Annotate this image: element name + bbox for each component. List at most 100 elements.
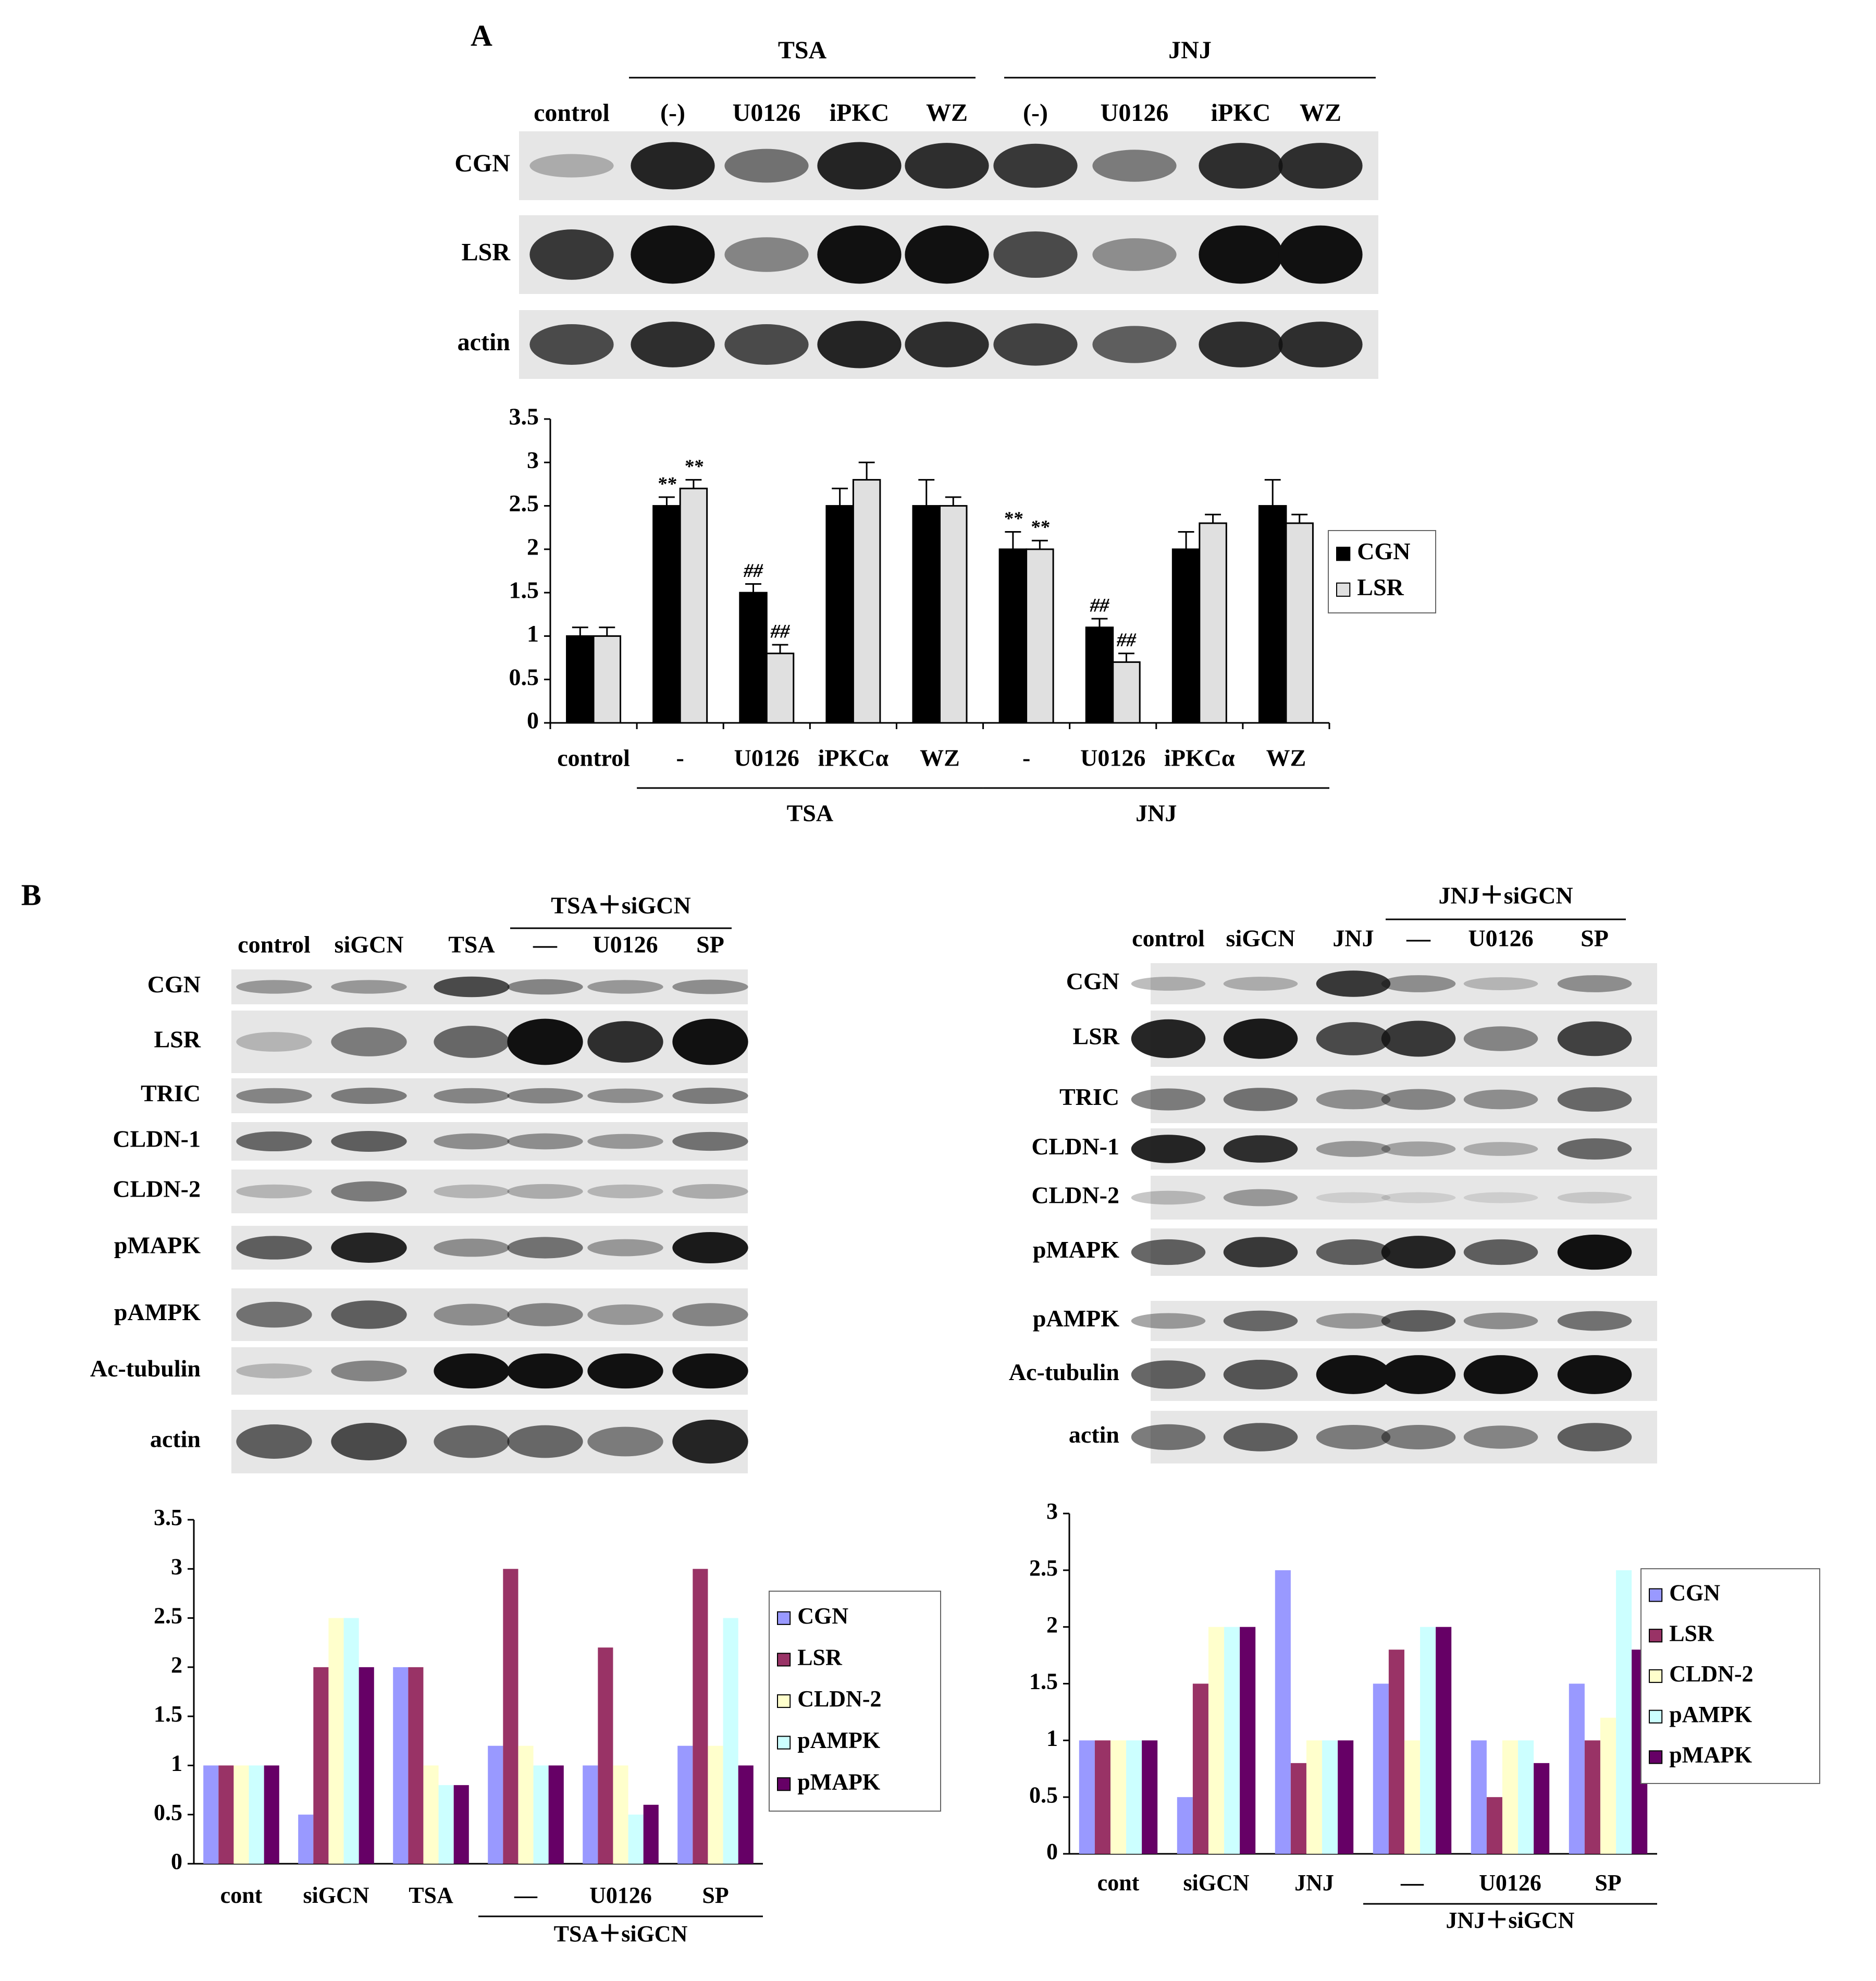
band (1557, 1311, 1632, 1331)
legend-swatch (777, 1611, 791, 1625)
lane-label: U0126 (1468, 925, 1533, 952)
x-tick-label: JNJ (1294, 1870, 1334, 1896)
band (434, 1088, 510, 1104)
bar (1600, 1717, 1616, 1854)
row-label: CLDN-1 (1031, 1133, 1119, 1160)
bar (566, 635, 595, 724)
band (331, 1423, 407, 1460)
band (1316, 970, 1391, 997)
legend-label: LSR (1357, 574, 1404, 600)
lane-label: (-) (660, 99, 685, 127)
row-label: CLDN-2 (1031, 1182, 1119, 1209)
row-label: CGN (147, 971, 201, 998)
legend-label: pMAPK (797, 1769, 880, 1794)
bar (583, 1765, 598, 1864)
band (507, 1237, 583, 1259)
band (905, 225, 989, 284)
x-tick-label: - (1022, 745, 1030, 771)
bar (1026, 548, 1054, 724)
lane-label: (-) (1023, 99, 1048, 127)
band (236, 1088, 312, 1104)
band (631, 225, 715, 284)
band (331, 1360, 407, 1382)
band (1381, 1141, 1456, 1156)
legend-swatch (777, 1694, 791, 1708)
bar (264, 1765, 279, 1864)
bar (1240, 1627, 1256, 1854)
bar (912, 505, 941, 724)
band (236, 1131, 312, 1152)
y-tick-label: 2.5 (509, 490, 539, 516)
band (672, 1184, 748, 1199)
y-tick-label: 1 (527, 620, 539, 647)
band (1092, 150, 1177, 182)
y-tick-label: 0.5 (1029, 1782, 1058, 1807)
bar (203, 1765, 219, 1864)
blot-strip (231, 1288, 748, 1341)
group-label: JNJ (1136, 800, 1177, 827)
bar (852, 479, 881, 724)
x-tick-label: U0126 (1080, 745, 1145, 771)
bar (343, 1618, 359, 1864)
blot-strip (231, 1226, 748, 1270)
band (1223, 977, 1298, 991)
bar (1224, 1627, 1240, 1854)
band (331, 1233, 407, 1263)
y-tick-label: 1 (171, 1751, 182, 1776)
row-label: CLDN-2 (113, 1176, 201, 1202)
band (1223, 1237, 1298, 1268)
x-tick-label: U0126 (589, 1882, 652, 1908)
band (1131, 1424, 1206, 1450)
row-label: Ac-tubulin (90, 1355, 201, 1382)
bar (1534, 1763, 1550, 1854)
band (1463, 977, 1538, 990)
band (587, 1184, 663, 1199)
bar (1142, 1740, 1158, 1854)
bar (503, 1569, 519, 1864)
significance-label: ** (684, 456, 704, 477)
bar (1584, 1740, 1600, 1854)
x-tick-label: cont (1097, 1870, 1140, 1896)
band (1131, 1088, 1206, 1111)
band (1557, 1423, 1632, 1451)
band (1381, 1089, 1456, 1110)
band (529, 324, 614, 365)
band (1381, 1236, 1456, 1269)
lane-label: control (534, 99, 610, 127)
row-label: CGN (454, 150, 510, 177)
band (236, 1032, 312, 1052)
bar (533, 1765, 549, 1864)
band (724, 149, 809, 183)
band (434, 1184, 510, 1199)
row-label: actin (458, 328, 510, 356)
group-label: TSA (778, 36, 827, 64)
bar (739, 592, 768, 724)
band (993, 231, 1078, 278)
band (587, 980, 663, 994)
band (817, 225, 902, 284)
bar (423, 1765, 439, 1864)
row-label: pAMPK (114, 1299, 201, 1325)
band (1463, 1239, 1538, 1265)
legend-swatch (1336, 547, 1351, 561)
bar (313, 1667, 329, 1864)
bar (1436, 1627, 1452, 1854)
bar (693, 1569, 708, 1864)
band (236, 1363, 312, 1379)
band (1463, 1312, 1538, 1330)
band (631, 322, 715, 367)
band (1131, 1019, 1206, 1059)
band (1278, 225, 1363, 284)
band (236, 1184, 312, 1199)
legend-swatch (777, 1777, 791, 1791)
band (331, 1027, 407, 1056)
bar (1616, 1570, 1632, 1854)
band (434, 1303, 510, 1326)
x-tick-label: siGCN (1183, 1870, 1249, 1896)
lane-label: WZ (1300, 99, 1341, 127)
bar (548, 1765, 564, 1864)
band (1199, 322, 1283, 367)
bar (1275, 1570, 1291, 1854)
bar (298, 1814, 314, 1864)
